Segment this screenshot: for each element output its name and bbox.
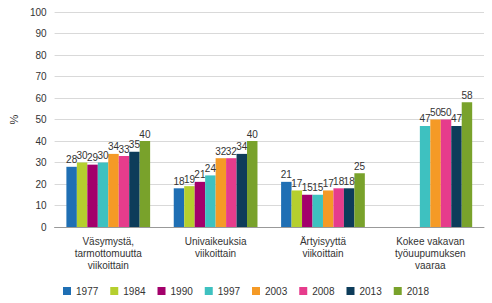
svg-text:1997: 1997 [218, 286, 241, 297]
svg-text:50: 50 [440, 107, 452, 118]
svg-text:58: 58 [461, 90, 473, 101]
svg-text:100: 100 [30, 7, 47, 18]
svg-text:Ärtyisyyttä: Ärtyisyyttä [300, 236, 347, 247]
svg-text:30: 30 [97, 150, 109, 161]
svg-text:90: 90 [35, 28, 47, 39]
svg-text:34: 34 [107, 141, 120, 153]
svg-text:2003: 2003 [265, 286, 288, 297]
svg-text:0: 0 [41, 222, 47, 233]
svg-text:2013: 2013 [359, 286, 382, 297]
svg-text:18: 18 [173, 175, 185, 187]
svg-text:40: 40 [139, 129, 151, 140]
svg-text:34: 34 [236, 141, 248, 152]
svg-text:50: 50 [35, 114, 47, 125]
svg-text:28: 28 [66, 154, 78, 166]
svg-text:15: 15 [312, 182, 324, 194]
svg-text:32: 32 [215, 145, 227, 157]
svg-text:18: 18 [333, 175, 345, 187]
svg-text:21: 21 [194, 169, 206, 181]
svg-text:40: 40 [247, 129, 259, 140]
svg-text:Väsymystä,: Väsymystä, [82, 236, 134, 247]
svg-text:1984: 1984 [123, 286, 146, 297]
svg-text:Kokee vakavan: Kokee vakavan [396, 236, 464, 247]
svg-text:1990: 1990 [171, 286, 194, 297]
svg-text:viikoittain: viikoittain [88, 260, 129, 271]
svg-text:24: 24 [205, 163, 217, 174]
svg-text:47: 47 [419, 113, 431, 125]
svg-text:30: 30 [76, 150, 88, 161]
svg-text:vaaraa: vaaraa [415, 260, 446, 271]
svg-text:viikoittain: viikoittain [195, 248, 236, 259]
svg-text:25: 25 [354, 161, 366, 172]
svg-text:19: 19 [183, 173, 195, 185]
svg-text:17: 17 [291, 177, 303, 189]
svg-text:47: 47 [451, 113, 463, 124]
svg-text:32: 32 [225, 145, 237, 157]
svg-text:35: 35 [129, 139, 141, 150]
svg-text:viikoittain: viikoittain [302, 248, 343, 259]
svg-text:30: 30 [35, 157, 47, 168]
svg-text:60: 60 [35, 93, 47, 104]
svg-text:tarmottomuutta: tarmottomuutta [75, 248, 143, 259]
svg-text:20: 20 [35, 179, 47, 190]
svg-text:18: 18 [344, 176, 356, 187]
svg-text:29: 29 [87, 152, 99, 164]
svg-text:%: % [8, 114, 20, 124]
svg-text:2008: 2008 [312, 286, 335, 297]
svg-text:työuupumuksen: työuupumuksen [395, 248, 466, 259]
svg-text:21: 21 [280, 169, 292, 181]
svg-text:Univaikeuksia: Univaikeuksia [185, 236, 247, 247]
svg-text:40: 40 [35, 136, 47, 147]
svg-text:10: 10 [35, 200, 47, 211]
svg-text:80: 80 [35, 50, 47, 61]
svg-text:2018: 2018 [407, 286, 430, 297]
svg-text:50: 50 [430, 107, 442, 118]
svg-text:1977: 1977 [76, 286, 99, 297]
svg-text:33: 33 [118, 143, 130, 155]
svg-text:17: 17 [322, 177, 334, 189]
svg-text:70: 70 [35, 71, 47, 82]
svg-text:15: 15 [301, 182, 313, 194]
